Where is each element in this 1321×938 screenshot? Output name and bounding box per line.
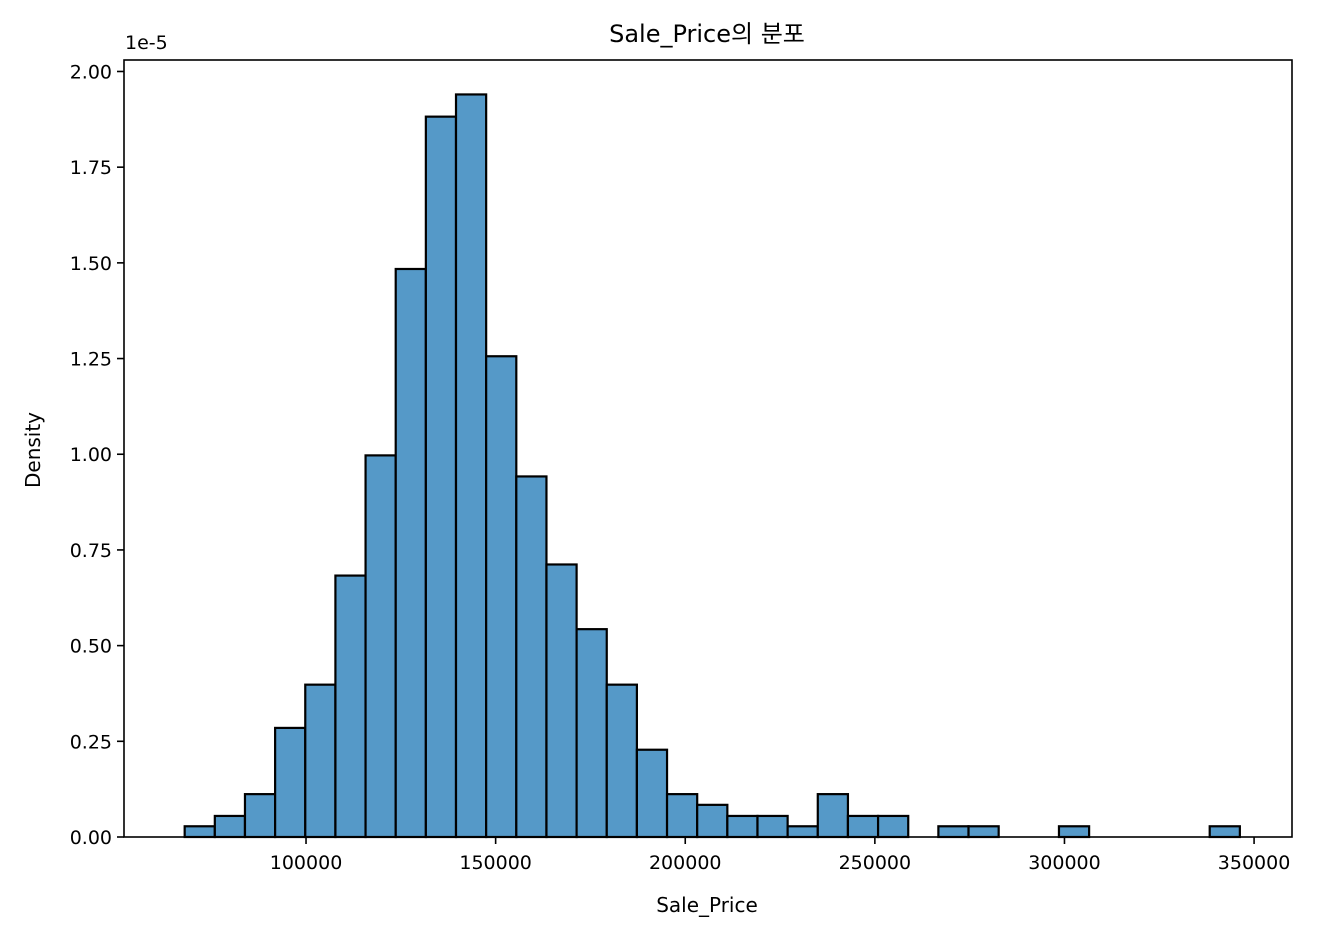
histogram-bar	[334, 574, 367, 839]
y-tick-label: 1.00	[70, 444, 112, 466]
x-tick-label: 250000	[839, 852, 912, 874]
histogram-bar	[937, 825, 970, 839]
y-axis-offset-label: 1e-5	[125, 32, 168, 54]
histogram-bar	[1208, 825, 1241, 839]
histogram-bar	[545, 563, 578, 839]
y-tick-label: 1.25	[70, 349, 112, 371]
histogram-bar	[424, 115, 458, 839]
histogram-bar	[515, 475, 548, 839]
bars-group	[183, 93, 1241, 839]
histogram-bar	[304, 683, 337, 839]
x-tick-label: 350000	[1218, 852, 1291, 874]
histogram-bar	[696, 803, 729, 839]
histogram-bar	[243, 793, 277, 839]
histogram-bar	[635, 748, 669, 839]
y-tick-label: 1.50	[70, 253, 112, 275]
x-axis-ticks: 100000 150000 200000 250000 300000 350000	[270, 837, 1291, 874]
histogram-bar	[756, 814, 789, 839]
y-tick-label: 1.75	[70, 157, 112, 179]
histogram-bar	[665, 793, 699, 839]
histogram-bar	[786, 825, 819, 839]
histogram-bar	[876, 814, 910, 839]
histogram-bar	[605, 683, 638, 839]
histogram-bar	[846, 814, 880, 839]
y-tick-label: 2.00	[70, 61, 112, 83]
histogram-bar	[183, 825, 216, 839]
plot-frame	[123, 59, 1293, 838]
histogram-bar	[1057, 825, 1091, 839]
histogram-bar	[274, 726, 307, 839]
histogram-bar	[213, 814, 247, 839]
histogram-bar	[364, 454, 397, 839]
x-tick-label: 100000	[270, 852, 343, 874]
y-axis-label: Density	[21, 412, 45, 488]
y-tick-label: 0.50	[70, 636, 112, 658]
x-tick-label: 200000	[649, 852, 722, 874]
histogram-bar	[394, 267, 427, 839]
histogram-bar	[726, 814, 759, 839]
histogram-bar	[575, 628, 608, 839]
x-axis-label: Sale_Price	[656, 893, 758, 917]
y-tick-label: 0.75	[70, 540, 112, 562]
x-tick-label: 300000	[1028, 852, 1101, 874]
y-axis-ticks: 0.00 0.25 0.50 0.75 1.00 1.25 1.50 1.75 2.00	[70, 61, 124, 849]
histogram-bar	[485, 355, 518, 839]
histogram-bar	[967, 825, 1000, 839]
y-tick-label: 0.00	[70, 827, 112, 849]
histogram-bar	[454, 93, 488, 839]
histogram-bar	[816, 793, 850, 839]
x-tick-label: 150000	[459, 852, 532, 874]
chart-title: Sale_Price의 분포	[609, 20, 805, 48]
y-tick-label: 0.25	[70, 731, 112, 753]
